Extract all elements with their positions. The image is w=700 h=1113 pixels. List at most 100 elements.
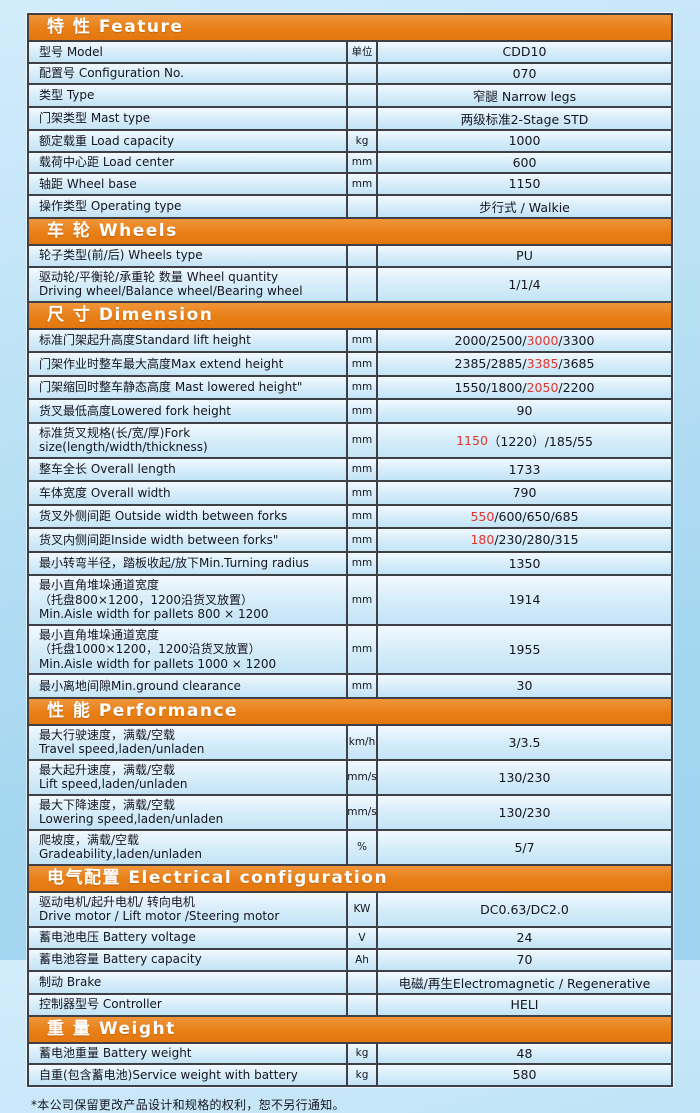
table-row: 最小转弯半径，踏板收起/放下Min.Turning radius mm 1350 [29,550,671,574]
spec-value: 48 [516,1045,533,1061]
table-row: 类型 Type 窄腿 Narrow legs [29,83,671,106]
spec-value: 1000 [508,133,541,149]
spec-unit: kg [346,131,378,151]
footnote: *本公司保留更改产品设计和规格的权利，恕不另行通知。 [31,1097,345,1112]
spec-label: 车体宽度 Overall width [39,485,171,500]
spec-value: 步行式 / Walkie [479,199,570,215]
spec-value: CDD10 [502,44,547,60]
table-row: 蓄电池电压 Battery voltage V 24 [29,925,671,948]
spec-label: 标准货叉规格(长/宽/厚)Fork size(length/width/thic… [39,425,208,455]
spec-value: 130/230 [498,804,551,820]
section-dimension: 尺 寸 Dimension 标准门架起升高度Standard lift heigh… [29,300,671,697]
table-row: 操作类型 Operating type 步行式 / Walkie [29,193,671,217]
spec-value: 130/230 [498,769,551,785]
spec-value: 1150 （1220）/185/55 [456,432,593,449]
table-row: 最大下降速度，满载/空载 Lowering speed,laden/unladen… [29,793,671,829]
table-row: 最小直角堆垛通道宽度 （托盘800×1200，1200沿货叉放置） Min.Aisl… [29,574,671,624]
spec-unit [346,63,378,83]
table-row: 轮子类型(前/后) Wheels type PU [29,245,671,266]
spec-unit: mm [346,576,378,624]
section-rows: 最大行驶速度，满载/空载 Travel speed,laden/unladen km… [29,725,671,864]
spec-label: 轴距 Wheel base [39,176,137,191]
spec-label: 制动 Brake [39,974,102,989]
spec-unit: mm [346,400,378,422]
section-rows: 驱动电机/起升电机/ 转向电机 Drive motor / Lift motor … [29,892,671,1015]
spec-value: 24 [516,930,533,945]
spec-label: 轮子类型(前/后) Wheels type [39,248,203,263]
spec-label: 最小直角堆垛通道宽度 （托盘800×1200，1200沿货叉放置） Min.Aisl… [39,578,269,621]
section-electrical: 电气配置 Electrical configuration 驱动电机/起升电机/ … [29,863,671,1015]
spec-value: 180/230/280/315 [470,532,579,548]
spec-unit [346,994,378,1015]
spec-label: 整车全长 Overall length [39,462,176,476]
spec-unit: km/h [346,725,378,759]
table-row: 标准货叉规格(长/宽/厚)Fork size(length/width/thic… [29,421,671,457]
table-row: 最大行驶速度，满载/空载 Travel speed,laden/unladen km… [29,725,671,759]
spec-value: 窄腿 Narrow legs [472,89,577,104]
spec-label: 操作类型 Operating type [39,198,182,213]
section-header-feature: 特 性 Feature [29,15,671,42]
spec-unit: mm [346,552,378,574]
table-row: 制动 Brake 电磁/再生Electromagnetic / Regenerat… [29,969,671,993]
spec-unit [346,267,378,301]
section-header-performance: 性 能 Performance [29,696,671,726]
spec-unit: mm [346,152,378,172]
spec-value: 580 [512,1067,537,1083]
spec-unit [346,245,378,266]
table-row: 控制器型号 Controller HELI [29,992,671,1015]
table-row: 货叉最低高度Lowered fork height mm 90 [29,398,671,422]
spec-value: 30 [516,678,533,694]
spec-label: 蓄电池电压 Battery voltage [39,930,196,945]
table-row: 型号 Model 单位 CDD10 [29,42,671,62]
section-header-dimension: 尺 寸 Dimension [29,300,671,330]
spec-label: 型号 Model [39,44,103,59]
spec-unit: mm/s [346,760,378,794]
spec-value: 两级标准2-Stage STD [460,112,589,127]
spec-label: 最小转弯半径，踏板收起/放下Min.Turning radius [39,556,310,570]
section-rows: 蓄电池重量 Battery weight kg 48 自重(包含蓄电池)Service… [29,1043,671,1085]
spec-label: 货叉最低高度Lowered fork height [39,403,232,418]
spec-value: DC0.63/DC2.0 [480,901,569,917]
spec-label: 载荷中心距 Load center [39,155,175,169]
table-row: 最大起升速度，满载/空载 Lift speed,laden/unladen mm/s… [29,758,671,794]
table-row: 驱动轮/平衡轮/承重轮 数量 Wheel quantity Driving whe… [29,265,671,301]
spec-value: 070 [512,65,537,81]
spec-unit: mm [346,625,378,673]
table-row: 标准门架起升高度Standard lift height mm 2000/2500/… [29,329,671,351]
table-row: 门架作业时整车最大高度Max extend height mm 2385/2885/… [29,351,671,375]
table-row: 额定载重 Load capacity kg 1000 [29,129,671,151]
table-row: 车体宽度 Overall width mm 790 [29,480,671,504]
spec-unit: mm [346,529,378,551]
table-row: 载荷中心距 Load center mm 600 [29,150,671,172]
section-rows: 型号 Model 单位 CDD10 配置号 Configuration No. 070 类… [29,42,671,217]
spec-unit: mm [346,482,378,504]
table-row: 爬坡度，满载/空载 Gradeability,laden/unladen% 5/7 [29,828,671,864]
section-rows: 轮子类型(前/后) Wheels type PU 驱动轮/平衡轮/承重轮 数量 Wh… [29,245,671,301]
table-row: 最小离地间隙Min.ground clearance mm 30 [29,673,671,697]
table-row: 配置号 Configuration No. 070 [29,61,671,83]
table-row: 门架类型 Mast type 两级标准2-Stage STD [29,106,671,129]
table-row: 整车全长 Overall length mm 1733 [29,456,671,480]
spec-label: 最小直角堆垛通道宽度 （托盘1000×1200，1200沿货叉放置） Min.Ais… [39,627,277,671]
spec-label: 自重(包含蓄电池)Service weight with battery [39,1067,298,1082]
spec-value: PU [516,248,533,263]
spec-sheet: 特 性 Feature 型号 Model 单位 CDD10 配置号 Configurat… [27,0,673,1113]
spec-label: 货叉内侧间距Inside width between forks" [39,532,279,547]
spec-label: 最大行驶速度，满载/空载 Travel speed,laden/unladen [39,727,205,757]
spec-value: 3/3.5 [508,734,541,750]
spec-value: 5/7 [514,839,535,855]
section-weight: 重 量 Weight 蓄电池重量 Battery weight kg 48 自重(包含蓄… [29,1014,671,1085]
spec-unit: kg [346,1043,378,1063]
spec-label: 最大下降速度，满载/空载 Lowering speed,laden/unladen [39,797,224,827]
table-row: 货叉外侧间距 Outside width between forks mm 550/… [29,503,671,527]
spec-value: 1955 [508,641,541,657]
spec-label: 门架缩回时整车静态高度 Mast lowered height" [39,380,303,394]
spec-unit: V [346,927,378,948]
table-row: 蓄电池容量 Battery capacity Ah 70 [29,947,671,970]
table-row: 蓄电池重量 Battery weight kg 48 [29,1043,671,1063]
spec-value: 1/1/4 [508,276,541,292]
spec-label: 控制器型号 Controller [39,997,162,1012]
section-header-weight: 重 量 Weight [29,1014,671,1044]
spec-unit: kg [346,1065,378,1085]
spec-unit [346,195,378,217]
